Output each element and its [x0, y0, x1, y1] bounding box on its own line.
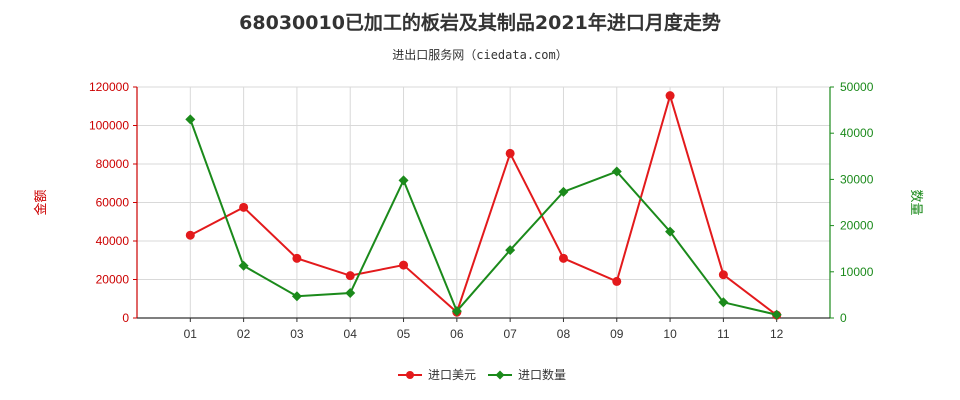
x-tick-label: 01: [184, 327, 198, 341]
data-point-value: [612, 276, 622, 286]
x-tick-label: 12: [770, 327, 784, 341]
y-left-tick-label: 80000: [96, 157, 130, 171]
y-axis-left-title: 金额: [33, 189, 49, 215]
x-tick-label: 02: [237, 327, 251, 341]
legend-item-qty-label: 进口数量: [518, 367, 566, 382]
data-point-qty: [345, 288, 356, 299]
chart-title: 68030010已加工的板岩及其制品2021年进口月度走势: [239, 12, 721, 34]
data-point-value: [718, 270, 728, 280]
x-tick-label: 04: [344, 327, 358, 341]
y-left-tick-label: 0: [122, 311, 129, 325]
data-point-qty: [771, 309, 782, 320]
y-left-tick-label: 40000: [96, 234, 130, 248]
data-point-qty: [398, 175, 409, 186]
data-point-value: [399, 260, 409, 270]
legend-item-qty-marker: [495, 370, 505, 380]
chart-subtitle: 进出口服务网（ciedata.com）: [392, 48, 568, 62]
data-point-value: [185, 230, 195, 240]
y-left-tick-label: 120000: [89, 80, 129, 94]
y-left-tick-label: 20000: [96, 273, 130, 287]
data-point-qty: [185, 114, 196, 125]
data-point-qty: [451, 306, 462, 317]
x-tick-label: 07: [503, 327, 517, 341]
data-point-qty: [291, 291, 302, 302]
y-right-tick-label: 0: [840, 311, 847, 325]
x-tick-label: 11: [717, 327, 730, 341]
data-point-qty: [505, 245, 516, 256]
legend-item-value-marker: [406, 371, 414, 379]
x-tick-label: 05: [397, 327, 411, 341]
y-right-tick-label: 40000: [840, 126, 874, 140]
x-tick-label: 09: [610, 327, 624, 341]
data-point-qty: [611, 166, 622, 177]
series-line-qty: [189, 118, 777, 316]
data-point-qty: [238, 260, 249, 271]
legend-item-value-label: 进口美元: [428, 368, 476, 382]
x-tick-label: 08: [557, 327, 571, 341]
y-right-tick-label: 30000: [840, 172, 874, 186]
y-right-tick-label: 50000: [840, 80, 874, 94]
y-right-tick-label: 10000: [840, 265, 874, 279]
data-point-value: [505, 148, 515, 158]
data-point-value: [345, 271, 355, 281]
y-left-tick-label: 100000: [89, 119, 129, 133]
data-point-qty: [665, 226, 676, 237]
data-point-qty: [558, 186, 569, 197]
x-tick-label: 06: [450, 327, 464, 341]
y-axis-right-title: 数量: [908, 189, 923, 215]
x-tick-label: 10: [663, 327, 677, 341]
series-line-value: [189, 92, 778, 316]
data-point-value: [665, 91, 675, 101]
data-point-value: [239, 202, 249, 212]
y-left-tick-label: 60000: [96, 196, 130, 210]
data-point-value: [558, 253, 568, 263]
y-right-tick-label: 20000: [840, 219, 874, 233]
data-point-qty: [718, 297, 729, 308]
data-point-value: [292, 253, 302, 263]
x-tick-label: 03: [290, 327, 304, 341]
